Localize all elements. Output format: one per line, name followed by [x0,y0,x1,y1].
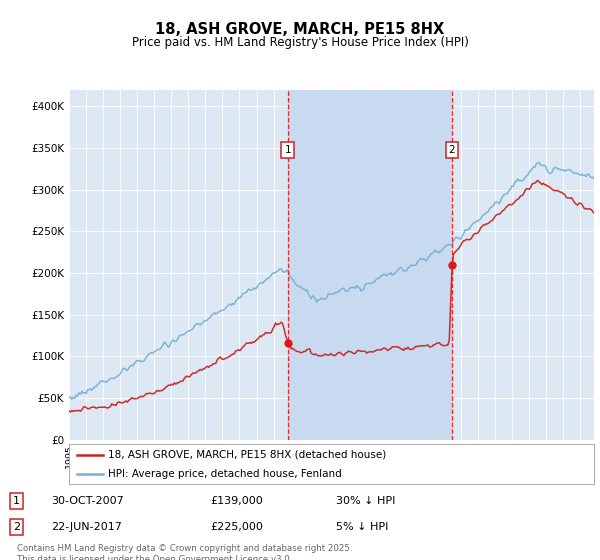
Text: 2: 2 [13,522,20,532]
Text: 30% ↓ HPI: 30% ↓ HPI [336,496,395,506]
Text: £139,000: £139,000 [210,496,263,506]
Text: Price paid vs. HM Land Registry's House Price Index (HPI): Price paid vs. HM Land Registry's House … [131,36,469,49]
Text: £225,000: £225,000 [210,522,263,532]
Text: 1: 1 [13,496,20,506]
Text: 30-OCT-2007: 30-OCT-2007 [51,496,124,506]
Text: 5% ↓ HPI: 5% ↓ HPI [336,522,388,532]
Text: 18, ASH GROVE, MARCH, PE15 8HX (detached house): 18, ASH GROVE, MARCH, PE15 8HX (detached… [109,450,386,460]
Bar [287,90,452,440]
Text: 22-JUN-2017: 22-JUN-2017 [51,522,122,532]
Text: HPI: Average price, detached house, Fenland: HPI: Average price, detached house, Fenl… [109,469,342,478]
Text: 2: 2 [449,144,455,155]
Text: 1: 1 [284,144,291,155]
Text: Contains HM Land Registry data © Crown copyright and database right 2025.
This d: Contains HM Land Registry data © Crown c… [17,544,352,560]
Text: 18, ASH GROVE, MARCH, PE15 8HX: 18, ASH GROVE, MARCH, PE15 8HX [155,22,445,38]
